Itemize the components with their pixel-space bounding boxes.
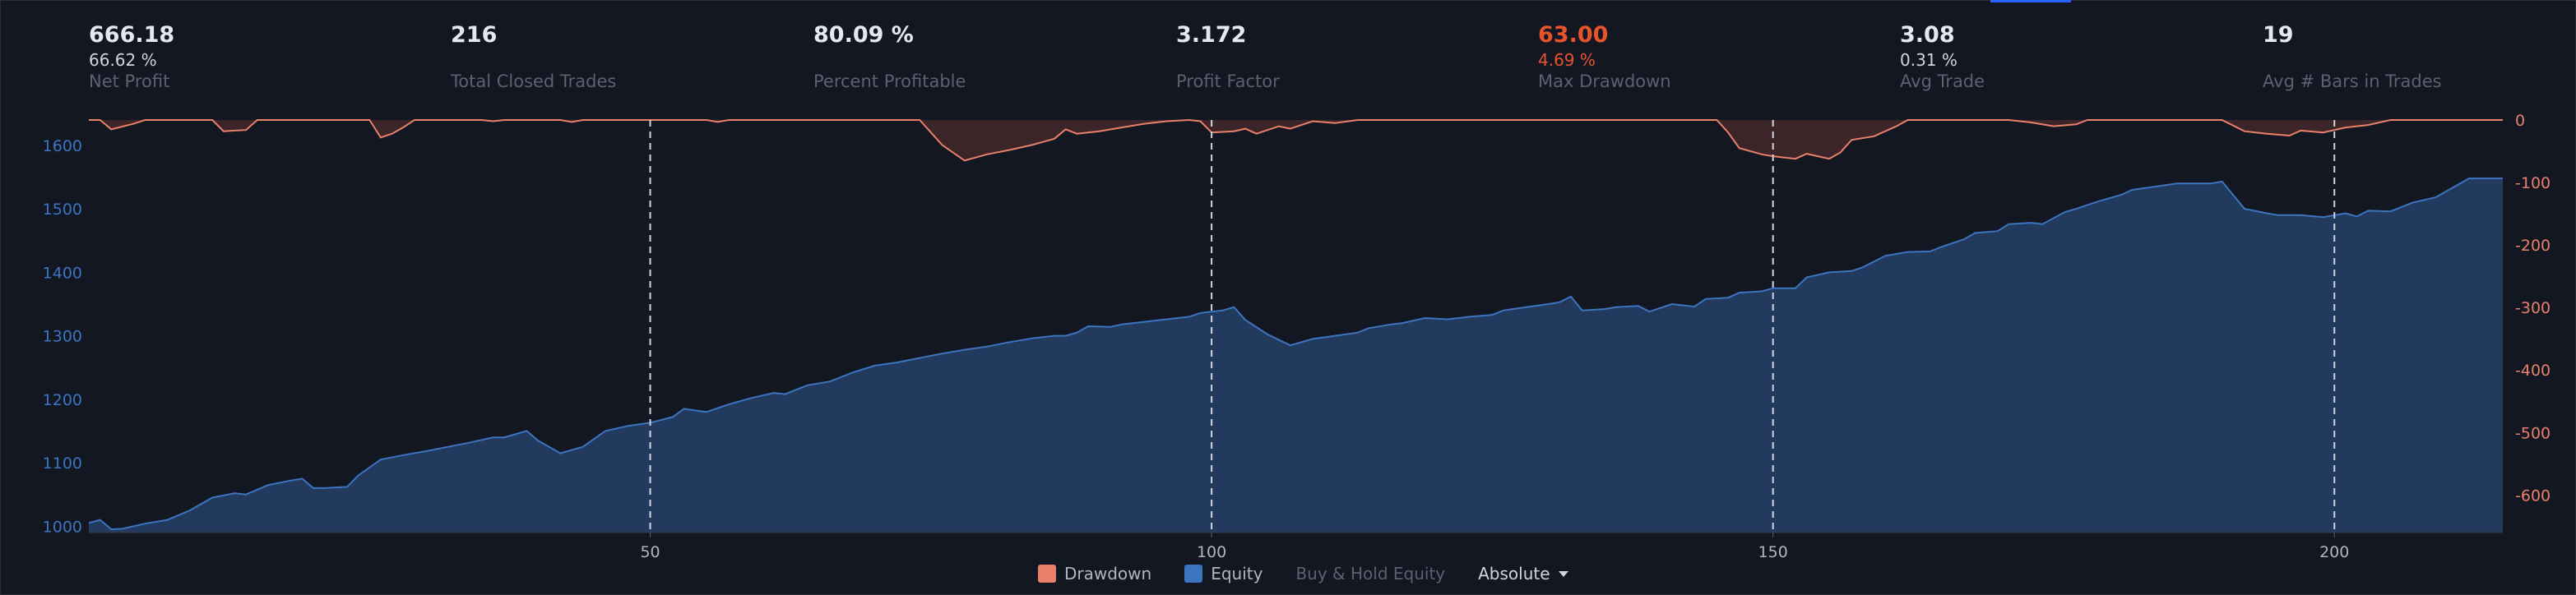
scale-mode-dropdown[interactable]: Absolute: [1478, 564, 1568, 583]
x-tick-label: 100: [1197, 543, 1226, 561]
equity-swatch-icon: [1184, 565, 1203, 583]
drawdown-axis-label: -200: [2515, 237, 2551, 255]
drawdown-axis-label: -100: [2515, 174, 2551, 192]
drawdown-line: [89, 118, 2503, 162]
drawdown-axis-label: -600: [2515, 487, 2551, 505]
stat-value: 666.18: [89, 22, 175, 48]
stat-avg-trade: 3.08 0.31 % Avg Trade: [1900, 21, 2245, 92]
stat-percent-profitable: 80.09 % Percent Profitable: [813, 21, 1159, 92]
active-tab-indicator: [1990, 0, 2071, 2]
dropdown-label: Absolute: [1478, 564, 1550, 583]
stat-sub-value: 66.62 %: [89, 50, 157, 70]
stat-total-closed-trades: 216 Total Closed Trades: [451, 21, 796, 92]
stat-label: Avg # Bars in Trades: [2263, 71, 2442, 91]
stat-profit-factor: 3.172 Profit Factor: [1176, 21, 1522, 92]
stat-value: 216: [451, 22, 498, 48]
chart-legend: Drawdown Equity Buy & Hold Equity Absolu…: [1038, 561, 1568, 586]
stat-value: 3.172: [1176, 22, 1247, 48]
stat-label: Avg Trade: [1900, 71, 1985, 91]
drawdown-axis-label: 0: [2515, 112, 2525, 130]
legend-item-equity[interactable]: Equity: [1184, 564, 1263, 583]
stat-sub-value: 4.69 %: [1538, 50, 1596, 70]
stat-sub-value: [451, 49, 796, 71]
stat-value: 63.00: [1538, 22, 1609, 48]
equity-axis-label: 1100: [43, 454, 82, 473]
stat-sub-value: [813, 49, 1159, 71]
stat-label: Net Profit: [89, 71, 170, 91]
drawdown-axis-label: -300: [2515, 299, 2551, 317]
stat-label: Total Closed Trades: [451, 71, 617, 91]
equity-line: [88, 178, 2503, 531]
legend-item-drawdown[interactable]: Drawdown: [1038, 564, 1151, 583]
stat-value: 19: [2263, 22, 2294, 48]
stat-label: Max Drawdown: [1538, 71, 1671, 91]
equity-axis-label: 1000: [43, 518, 82, 536]
stat-value: 80.09 %: [813, 22, 914, 48]
drawdown-area: [89, 120, 2503, 161]
stat-net-profit: 666.18 66.62 % Net Profit: [89, 21, 434, 92]
legend-label: Equity: [1211, 564, 1263, 583]
stat-max-drawdown: 63.00 4.69 % Max Drawdown: [1538, 21, 1883, 92]
stat-sub-value: [2263, 49, 2576, 71]
equity-axis-label: 1500: [43, 201, 82, 219]
stat-label: Profit Factor: [1176, 71, 1280, 91]
equity-axis-label: 1400: [43, 264, 82, 282]
stat-sub-value: 0.31 %: [1900, 50, 1957, 70]
stat-sub-value: [1176, 49, 1522, 71]
equity-area: [89, 178, 2503, 533]
legend-item-buy-hold-equity[interactable]: Buy & Hold Equity: [1295, 564, 1445, 583]
x-tick-label: 50: [640, 543, 660, 561]
legend-label: Drawdown: [1064, 564, 1152, 583]
drawdown-axis-label: -500: [2515, 424, 2551, 442]
stat-avg-bars-in-trades: 19 Avg # Bars in Trades: [2263, 21, 2576, 92]
x-tick-label: 150: [1758, 543, 1788, 561]
chevron-down-icon: [1558, 570, 1568, 577]
equity-axis-label: 1200: [43, 391, 82, 409]
stat-label: Percent Profitable: [813, 71, 966, 91]
performance-summary: 666.18 66.62 % Net Profit 216 Total Clos…: [89, 21, 2474, 104]
stat-value: 3.08: [1900, 22, 1955, 48]
drawdown-axis-label: -400: [2515, 362, 2551, 380]
legend-label: Buy & Hold Equity: [1295, 564, 1446, 583]
equity-axis-label: 1300: [43, 328, 82, 346]
x-tick-label: 200: [2319, 543, 2349, 561]
drawdown-swatch-icon: [1038, 565, 1056, 583]
equity-axis-label: 1600: [43, 137, 82, 155]
